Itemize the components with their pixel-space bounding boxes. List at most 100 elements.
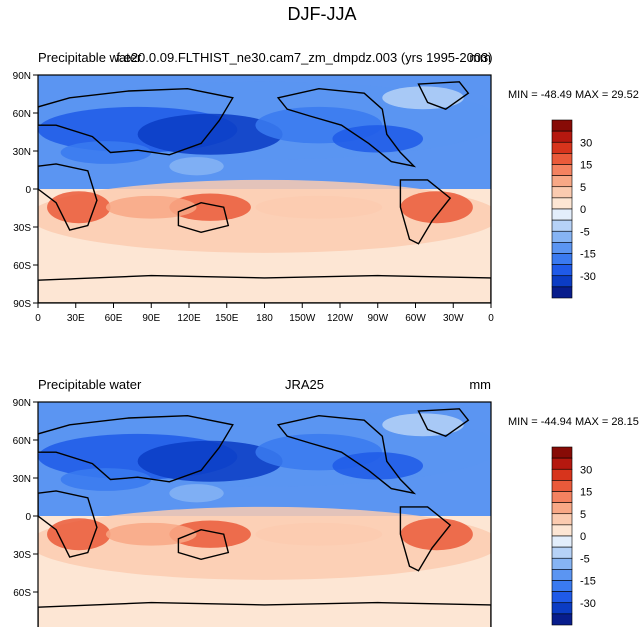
colorbar-swatch — [551, 119, 573, 132]
contour-region — [137, 440, 283, 482]
colorbar-swatch — [551, 569, 573, 581]
panel-left-label: Precipitable water — [38, 50, 142, 65]
contour-region — [137, 113, 283, 155]
contour-region — [105, 195, 197, 219]
x-tick-label: 30W — [443, 313, 464, 324]
colorbar-swatch — [551, 468, 573, 481]
y-tick-label: 30N — [13, 474, 31, 485]
contour-region — [400, 518, 473, 551]
colorbar-tick-label: -5 — [580, 553, 590, 565]
contour-region — [255, 195, 383, 219]
contour-region — [60, 468, 152, 491]
colorbar-swatch — [551, 164, 573, 176]
map-field — [38, 402, 491, 627]
colorbar-swatch — [551, 480, 573, 492]
panel-model: Precipitable waterf.e20.0.09.FLTHIST_ne3… — [13, 50, 639, 324]
contour-region — [382, 413, 464, 437]
colorbar-swatch — [551, 286, 573, 299]
colorbar-swatch — [551, 253, 573, 265]
contour-region — [169, 193, 251, 221]
colorbar-swatch — [551, 130, 573, 143]
colorbar-swatch — [551, 186, 573, 199]
colorbar-swatch — [551, 602, 573, 615]
panel-units-label: mm — [469, 50, 491, 65]
min-max-label: MIN = -48.49 MAX = 29.52 — [508, 89, 639, 101]
colorbar-swatch — [551, 242, 573, 254]
coastline — [399, 506, 452, 572]
coastline — [177, 201, 230, 234]
contour-region — [255, 522, 383, 546]
contour-region — [169, 484, 224, 503]
colorbar-swatch — [551, 557, 573, 570]
colorbar-tick-label: 30 — [580, 137, 592, 149]
colorbar-swatch — [551, 580, 573, 592]
colorbar-tick-label: -5 — [580, 226, 590, 238]
x-tick-label: 120W — [327, 313, 354, 324]
x-tick-label: 0 — [35, 313, 41, 324]
x-tick-label: 120E — [177, 313, 201, 324]
colorbar-tick-label: 5 — [580, 182, 586, 194]
y-tick-label: 90N — [13, 71, 31, 82]
x-tick-label: 0 — [488, 313, 494, 324]
panel-center-label: f.e20.0.09.FLTHIST_ne30.cam7_zm_dmpdz.00… — [116, 50, 492, 65]
colorbar-swatch — [551, 275, 573, 288]
colorbar-tick-label: 0 — [580, 531, 586, 543]
colorbar-swatch — [551, 524, 573, 537]
contour-region — [169, 520, 251, 548]
colorbar-swatch — [551, 264, 573, 277]
x-tick-label: 60E — [105, 313, 123, 324]
min-max-label: MIN = -44.94 MAX = 28.15 — [508, 416, 639, 428]
coastline — [276, 87, 417, 168]
colorbar-swatch — [551, 546, 573, 559]
y-tick-label: 0 — [25, 185, 31, 196]
panel-left-label: Precipitable water — [38, 377, 142, 392]
y-tick-label: 90N — [13, 398, 31, 409]
x-tick-label: 60W — [405, 313, 426, 324]
y-tick-label: 60N — [13, 436, 31, 447]
colorbar-swatch — [551, 153, 573, 165]
colorbar-swatch — [551, 535, 573, 548]
figure-title: DJF-JJA — [287, 4, 357, 24]
colorbar-swatch — [551, 230, 573, 243]
y-tick-label: 30N — [13, 147, 31, 158]
colorbar-swatch — [551, 491, 573, 503]
contour-region — [382, 86, 464, 110]
colorbar-swatch — [551, 141, 573, 154]
coastline — [38, 274, 491, 303]
coastline — [38, 163, 98, 231]
coastline — [417, 408, 470, 437]
contour-region — [332, 125, 424, 153]
coastline — [276, 414, 417, 495]
colorbar-swatch — [551, 502, 573, 515]
colorbar-tick-label: 30 — [580, 464, 592, 476]
y-tick-label: 0 — [25, 512, 31, 523]
colorbar-swatch — [551, 513, 573, 526]
coastline — [38, 87, 234, 156]
contour-region — [47, 191, 111, 224]
colorbar-tick-label: -30 — [580, 598, 596, 610]
colorbar-tick-label: 15 — [580, 160, 592, 172]
colorbar-tick-label: 15 — [580, 487, 592, 499]
contour-region — [60, 141, 152, 164]
contour-region — [169, 157, 224, 176]
panel-jra25: Precipitable water JRA25 mm 90N 60N 30N 0 30S 60… — [13, 377, 639, 627]
coastline — [417, 81, 470, 110]
colorbar-tick-label: 0 — [580, 204, 586, 216]
x-tick-label: 150E — [215, 313, 239, 324]
coastline — [38, 601, 491, 627]
x-tick-label: 180 — [256, 313, 273, 324]
y-tick-label: 60S — [13, 261, 31, 272]
colorbar-tick-label: -15 — [580, 576, 596, 588]
colorbar-swatch — [551, 457, 573, 470]
colorbar-tick-label: -15 — [580, 249, 596, 261]
colorbar-swatch — [551, 175, 573, 188]
x-tick-label: 150W — [289, 313, 316, 324]
colorbar-swatch — [551, 613, 573, 626]
coastline — [177, 528, 230, 561]
map-field — [38, 75, 491, 303]
colorbar-tick-label: 5 — [580, 509, 586, 521]
colorbar-swatch — [551, 591, 573, 604]
contour-region — [332, 452, 424, 480]
y-tick-label: 30S — [13, 223, 31, 234]
colorbar-swatch — [551, 197, 573, 210]
